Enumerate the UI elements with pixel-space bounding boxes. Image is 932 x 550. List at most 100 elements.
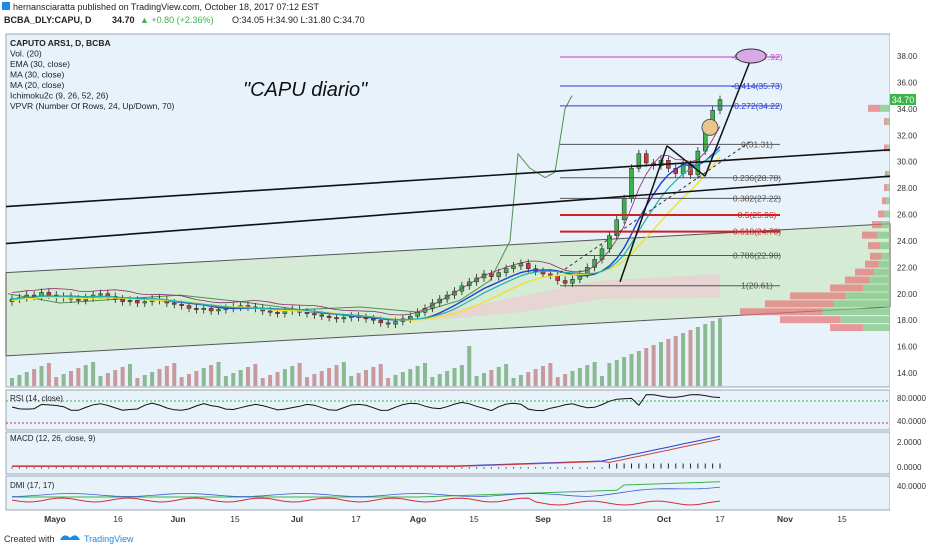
volume-bar: [415, 366, 420, 386]
volume-bar: [201, 368, 206, 386]
dashed-trend-line: [559, 141, 751, 274]
macd-histogram-bar: [48, 467, 50, 469]
candle-up: [430, 302, 435, 309]
avatar-icon: [2, 2, 10, 10]
legend-entry: CAPUTO ARS1, D, BCBA: [10, 38, 111, 48]
candle-down: [319, 314, 324, 317]
candle-down: [194, 308, 199, 310]
legend-entry: VPVR (Number Of Rows, 24, Up/Down, 70): [10, 101, 175, 111]
price-tick: 22.00: [897, 263, 918, 272]
macd-histogram-bar: [122, 467, 124, 469]
rsi-label: RSI (14, close): [10, 394, 63, 403]
volume-bar: [341, 362, 346, 386]
macd-histogram-bar: [454, 467, 455, 469]
volume-bar: [548, 363, 553, 386]
time-tick: 17: [351, 514, 361, 524]
volume-bar: [223, 376, 228, 386]
vpvr-row-up: [878, 260, 890, 268]
macd-histogram-bar: [306, 467, 308, 469]
price-tick: 38.00: [897, 52, 918, 61]
macd-histogram-bar: [92, 467, 94, 469]
candle-down: [31, 294, 37, 297]
time-tick: Jul: [291, 514, 303, 524]
legend-entry: EMA (30, close): [10, 59, 70, 69]
vpvr-row-up: [881, 221, 890, 229]
last-price-tag-label: 34.70: [892, 95, 915, 105]
macd-histogram-bar: [159, 467, 160, 469]
trend-lines[interactable]: [5, 48, 891, 283]
macd-histogram-bar: [181, 467, 183, 469]
volume-bar: [231, 373, 236, 386]
macd-histogram-bar: [549, 467, 551, 469]
volume-bar: [607, 363, 612, 386]
macd-histogram-bar: [63, 467, 65, 469]
dmi-plus-line: [12, 481, 721, 498]
volume-bar: [511, 378, 516, 386]
macd-histogram-bar: [431, 467, 433, 469]
candle-down: [76, 298, 81, 301]
macd-histogram-bar: [218, 467, 219, 469]
price-tick: 36.00: [897, 78, 918, 87]
volume-bar: [651, 345, 656, 386]
candle-down: [46, 292, 52, 296]
price-axis[interactable]: 38.00 36.00 34.00 32.00 30.00 28.00 26.00 24.00…: [897, 52, 918, 378]
tradingview-brand[interactable]: TradingView: [84, 534, 134, 544]
target-ellipse: [735, 48, 767, 64]
macd-label: MACD (12, 26, close, 9): [10, 434, 96, 443]
legend-entry: MA (30, close): [10, 70, 64, 80]
volume-bar: [46, 363, 51, 386]
macd-pane: [5, 431, 891, 475]
vpvr-row-down: [884, 118, 888, 126]
macd-histogram-bar: [151, 467, 153, 469]
macd-histogram-bar: [483, 467, 485, 469]
volume-bar: [636, 351, 641, 386]
volume-bar: [400, 372, 405, 386]
macd-histogram-bar: [409, 467, 411, 469]
publish-info: hernansciaratta published on TradingView…: [13, 2, 320, 12]
volume-bar: [164, 366, 169, 386]
macd-histogram-bar: [667, 463, 669, 469]
candle-up: [717, 99, 723, 111]
macd-histogram-bar: [343, 467, 345, 469]
macd-histogram-bar: [33, 467, 35, 469]
candle-up: [408, 315, 413, 320]
time-tick: Oct: [657, 514, 671, 524]
volume-bar: [585, 365, 590, 386]
vpvr-row-down: [870, 252, 881, 260]
volume-bar: [371, 367, 376, 386]
vpvr-row-up: [887, 144, 890, 152]
volume-bar: [98, 376, 103, 386]
vpvr-row-up: [822, 308, 890, 316]
annotation-text[interactable]: "CAPU diario": [243, 79, 368, 101]
volume-bar: [24, 372, 29, 386]
macd-histogram-bar: [336, 467, 337, 469]
legend-entry: Ichimoku2c (9, 26, 52, 26): [10, 91, 108, 101]
volume-bar: [482, 373, 486, 386]
breakout-circle: [701, 118, 719, 136]
macd-histogram-bar: [505, 467, 507, 469]
macd-histogram-bar: [439, 467, 441, 469]
rsi-pane: [5, 389, 891, 431]
volume-bar: [91, 362, 96, 386]
volume-bar: [69, 371, 73, 386]
footer: Created with TradingView: [4, 534, 134, 544]
adx-line: [11, 486, 721, 497]
fib-level-label: 0.382(27.22): [733, 193, 781, 203]
volume-bar: [467, 346, 472, 386]
candle-down: [385, 322, 391, 325]
candle-up: [570, 278, 575, 284]
macd-histogram-bar: [417, 467, 419, 469]
fib-level-label: 0.236(28.78): [733, 173, 781, 183]
candle-up: [636, 153, 642, 169]
volume-bar: [504, 364, 509, 386]
volume-bar: [452, 368, 457, 386]
volume-bar: [260, 378, 265, 386]
candle-down: [312, 313, 317, 316]
volume-bar: [614, 360, 619, 386]
time-axis[interactable]: Mayo 16 Jun 15 Jul 17 Ago 15 Sep 18 Oct 17 Nov 15: [44, 514, 847, 524]
volume-bar: [17, 375, 22, 386]
vpvr-row-down: [740, 308, 823, 316]
macd-histogram-bar: [387, 467, 389, 469]
candle-up: [518, 263, 524, 267]
